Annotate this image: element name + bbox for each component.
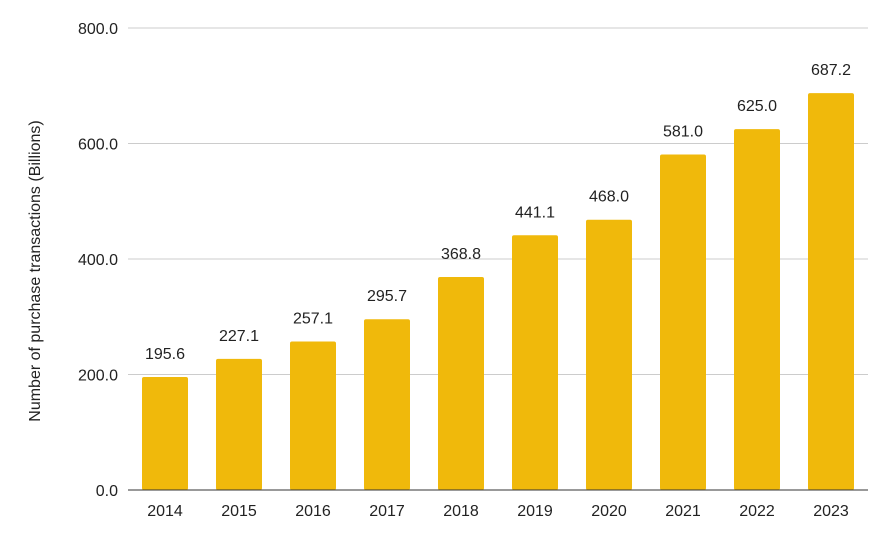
data-label: 581.0 xyxy=(663,123,703,140)
bar xyxy=(660,154,706,490)
data-label: 625.0 xyxy=(737,98,777,115)
y-tick-label: 400.0 xyxy=(78,252,118,269)
y-axis-title: Number of purchase transactions (Billion… xyxy=(27,120,44,421)
data-label: 295.7 xyxy=(367,288,407,305)
x-tick-label: 2016 xyxy=(295,503,331,520)
x-tick-label: 2014 xyxy=(147,503,183,520)
bar xyxy=(216,358,262,490)
y-tick-label: 800.0 xyxy=(78,21,118,38)
x-tick-label: 2022 xyxy=(739,503,775,520)
data-label: 441.1 xyxy=(515,204,555,221)
x-tick-label: 2020 xyxy=(591,503,627,520)
bar xyxy=(438,277,484,490)
y-tick-label: 600.0 xyxy=(78,137,118,154)
data-label: 195.6 xyxy=(145,346,185,363)
data-labels: 195.6 227.1 257.1 295.7 368.8 441.1 468.0 581.0… xyxy=(145,62,851,363)
bars xyxy=(142,93,854,491)
data-label: 368.8 xyxy=(441,246,481,263)
x-tick-label: 2017 xyxy=(369,503,405,520)
bar xyxy=(808,93,854,490)
x-tick-label: 2019 xyxy=(517,503,553,520)
x-tick-label: 2015 xyxy=(221,503,257,520)
y-tick-label: 200.0 xyxy=(78,368,118,385)
x-tick-label: 2023 xyxy=(813,503,849,520)
x-tick-label: 2018 xyxy=(443,503,479,520)
bar xyxy=(512,235,558,490)
data-label: 687.2 xyxy=(811,62,851,79)
bar xyxy=(734,129,780,490)
bar xyxy=(142,377,188,490)
data-label: 257.1 xyxy=(293,311,333,328)
data-label: 468.0 xyxy=(589,189,629,206)
y-tick-label: 0.0 xyxy=(96,483,118,500)
x-axis-ticks: 2014 2015 2016 2017 2018 2019 2020 2021 2022 2023 xyxy=(147,503,849,520)
y-axis-ticks: 0.0 200.0 400.0 600.0 800.0 xyxy=(78,21,118,500)
bar xyxy=(364,319,410,490)
x-tick-label: 2021 xyxy=(665,503,701,520)
data-label: 227.1 xyxy=(219,328,259,345)
bar xyxy=(586,219,632,491)
bar xyxy=(290,341,336,490)
